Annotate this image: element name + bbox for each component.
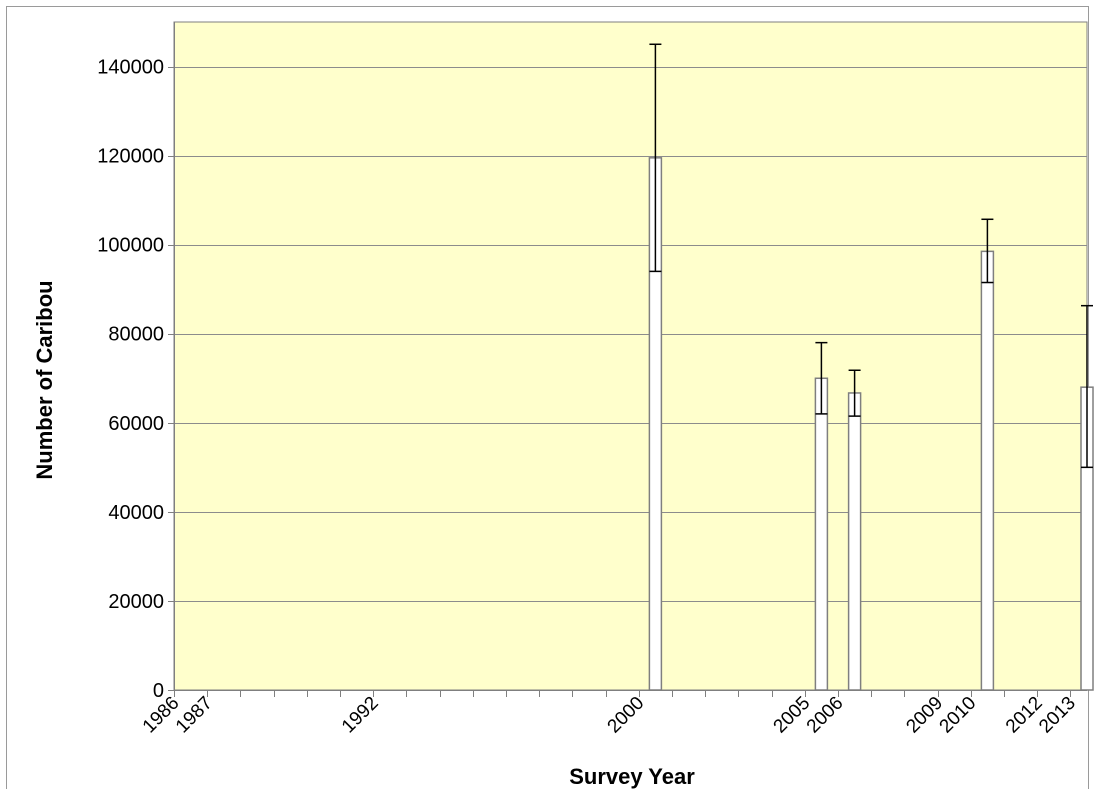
y-tick-label: 20000: [108, 591, 164, 613]
error-bar-2006: [848, 369, 861, 417]
error-bar-2013: [1081, 304, 1093, 469]
y-tick-label: 140000: [97, 57, 164, 79]
x-tick-label: 1986: [139, 693, 184, 738]
x-tick-label: 2006: [803, 693, 848, 738]
y-axis-title: Number of Caribou: [32, 280, 57, 479]
y-tick-label: 80000: [108, 324, 164, 346]
x-tick-label: 2005: [770, 693, 815, 738]
x-tick-label: 2009: [902, 693, 947, 738]
x-tick-label: 1987: [172, 693, 217, 738]
error-bars: [649, 43, 1093, 469]
y-tick-label: 40000: [108, 502, 164, 524]
x-tick-label: 2010: [936, 693, 981, 738]
axes: [168, 22, 1087, 697]
y-tick-label: 0: [153, 680, 164, 702]
y-tick-label: 120000: [97, 146, 164, 168]
bar-2010: [980, 250, 995, 691]
bar-2006: [847, 392, 862, 691]
error-bar-2000: [649, 43, 662, 273]
plot-area: [173, 21, 1088, 691]
x-tick-label: 2013: [1035, 693, 1080, 738]
error-bar-2005: [815, 341, 828, 415]
bar-2005: [814, 377, 829, 691]
y-tick-labels: 0 20000 40000 60000 80000 100000 120000 140000: [97, 57, 164, 702]
x-axis-title: Survey Year: [569, 764, 695, 789]
y-tick-label: 100000: [97, 235, 164, 257]
grid-lines: [174, 67, 1087, 602]
y-tick-label: 60000: [108, 413, 164, 435]
x-tick-label: 1992: [338, 693, 383, 738]
x-tick-label: 2012: [1002, 693, 1047, 738]
x-tick-label: 2000: [604, 693, 649, 738]
error-bar-2010: [981, 218, 994, 284]
